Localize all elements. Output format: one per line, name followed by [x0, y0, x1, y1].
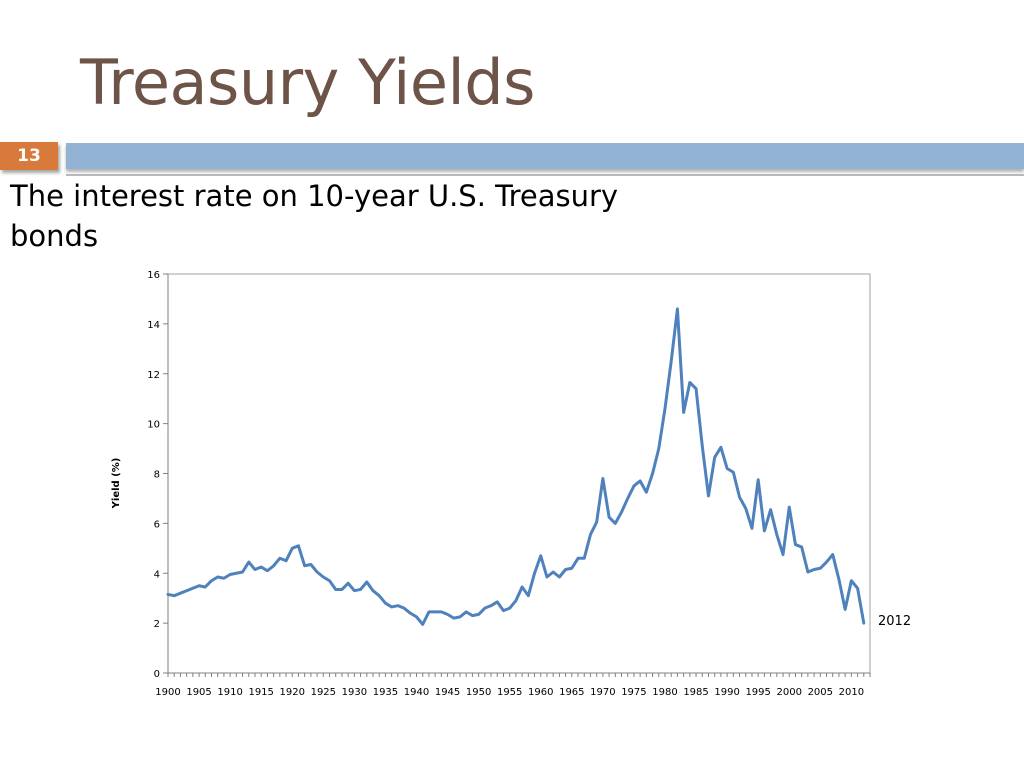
x-tick-label: 1955 — [497, 687, 522, 698]
x-tick-label: 1950 — [466, 687, 491, 698]
x-tick-label: 1995 — [745, 687, 770, 698]
x-tick-label: 1930 — [342, 687, 367, 698]
x-axis-ticks: 1900 1905 1910 1915 1920 1925 1930 1935 1940 1945… — [155, 687, 864, 698]
slide-title: Treasury Yields — [80, 46, 535, 119]
x-tick-label: 1980 — [652, 687, 677, 698]
y-tick-label: 2 — [154, 619, 160, 630]
y-tick-label: 14 — [147, 320, 160, 331]
y-tick-label: 0 — [154, 669, 160, 680]
plot-area-border — [167, 273, 871, 674]
x-tick-label: 1940 — [404, 687, 429, 698]
x-tick-label: 1900 — [155, 687, 180, 698]
x-tick-label: 1965 — [559, 687, 584, 698]
x-tick-label: 2000 — [777, 687, 802, 698]
x-tick-label: 1935 — [373, 687, 398, 698]
x-axis-minor-ticks — [167, 673, 871, 677]
x-tick-label: 1970 — [590, 687, 615, 698]
y-tick-label: 8 — [154, 470, 160, 481]
x-tick-label: 2010 — [839, 687, 864, 698]
y-axis-ticks: 0 2 4 6 8 10 12 14 16 — [147, 270, 168, 680]
y-tick-label: 4 — [154, 569, 160, 580]
y-tick-label: 16 — [147, 270, 160, 281]
y-axis-title: Yield (%) — [111, 458, 122, 510]
x-tick-label: 1925 — [311, 687, 336, 698]
header-divider — [66, 174, 1024, 176]
y-tick-label: 6 — [154, 519, 160, 530]
x-tick-label: 1915 — [248, 687, 273, 698]
x-tick-label: 1960 — [528, 687, 553, 698]
series-line-10yr-yield — [166, 307, 866, 626]
x-tick-label: 1975 — [621, 687, 646, 698]
x-tick-label: 1920 — [280, 687, 305, 698]
header-bar — [66, 143, 1024, 169]
y-tick-label: 10 — [147, 420, 160, 431]
end-year-annotation: 2012 — [878, 614, 911, 629]
y-tick-label: 12 — [147, 370, 160, 381]
x-tick-label: 1910 — [217, 687, 242, 698]
x-tick-label: 1990 — [714, 687, 739, 698]
x-tick-label: 1985 — [683, 687, 708, 698]
slide-subtitle: The interest rate on 10-year U.S. Treasu… — [10, 179, 619, 253]
x-tick-label: 1945 — [435, 687, 460, 698]
slide-number-badge: 13 — [0, 142, 58, 170]
x-tick-label: 1905 — [186, 687, 211, 698]
x-tick-label: 2005 — [808, 687, 833, 698]
